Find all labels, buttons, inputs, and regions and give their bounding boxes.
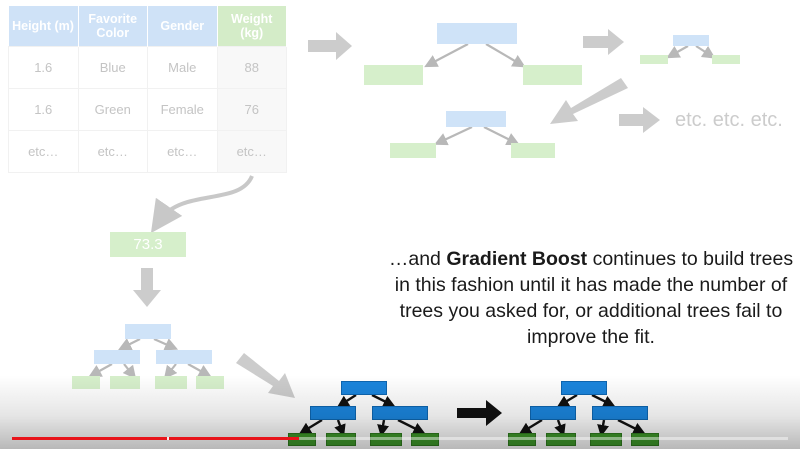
- tree-leaf-node: [411, 433, 439, 446]
- progress-bar-played[interactable]: [12, 437, 300, 440]
- tree-leaf-node: [196, 376, 224, 389]
- tree-leaf-node: [72, 376, 100, 389]
- tree-node: [592, 406, 648, 420]
- chapter-marker: [167, 437, 170, 440]
- tree-node: [156, 350, 212, 364]
- training-data-table: Height (m) Favorite Color Gender Weight …: [8, 6, 287, 173]
- table-cell: 1.6: [8, 88, 79, 131]
- tree-leaf-node: [712, 55, 740, 64]
- tree-node: [530, 406, 576, 420]
- table-row: etc… etc… etc… etc…: [8, 130, 287, 173]
- table-row: 1.6 Blue Male 88: [8, 46, 287, 89]
- table-cell: Male: [147, 46, 218, 89]
- table-row: 1.6 Green Female 76: [8, 88, 287, 131]
- tree-leaf-node: [523, 65, 582, 85]
- tree-node: [372, 406, 428, 420]
- right-arrow-icon: [457, 400, 502, 426]
- down-right-arrow-icon: [236, 353, 295, 398]
- down-left-arrow-icon: [550, 78, 628, 124]
- tree-leaf-node: [326, 433, 356, 446]
- column-header: Favorite Color: [78, 6, 148, 47]
- column-header: Gender: [147, 6, 218, 47]
- player-controls-overlay: [0, 375, 800, 449]
- tree-branch-arrows: [88, 43, 716, 380]
- table-cell: 88: [216, 46, 287, 89]
- table-cell: etc…: [8, 130, 79, 173]
- right-arrow-icon: [619, 107, 660, 133]
- tree-root-node: [341, 381, 387, 395]
- slide-description: …and Gradient Boost continues to build t…: [388, 248, 794, 348]
- table-cell: etc…: [77, 130, 148, 173]
- tree-node: [94, 350, 140, 364]
- tree-leaf-node: [155, 376, 187, 389]
- right-arrow-icon: [308, 32, 352, 60]
- table-cell: 1.6: [8, 46, 79, 89]
- tree-branch-arrows-dark: [298, 393, 646, 437]
- tree-leaf-node: [364, 65, 423, 85]
- tree-leaf-node: [546, 433, 576, 446]
- gradient-boost-term: Gradient Boost: [446, 248, 588, 270]
- table-header-row: Height (m) Favorite Color Gender Weight …: [8, 6, 287, 47]
- tree-leaf-node: [110, 376, 140, 389]
- table-cell: Green: [77, 88, 148, 131]
- tree-leaf-node: [511, 143, 555, 158]
- down-arrow-icon: [133, 268, 161, 307]
- tree-root-node: [437, 23, 517, 44]
- tree-root-node: [561, 381, 607, 395]
- table-cell: etc…: [216, 130, 287, 173]
- tree-leaf-node: [508, 433, 536, 446]
- tree-root-node: [446, 111, 506, 127]
- tree-leaf-node: [631, 433, 659, 446]
- table-cell: Blue: [77, 46, 148, 89]
- table-cell: Female: [147, 88, 218, 131]
- column-header: Height (m): [8, 6, 79, 47]
- tree-leaf-node: [590, 433, 622, 446]
- tree-node: [310, 406, 356, 420]
- tree-leaf-node: [640, 55, 668, 64]
- tree-leaf-node: [390, 143, 436, 158]
- tree-root-node: [673, 35, 709, 46]
- progress-bar-track[interactable]: [12, 437, 788, 440]
- column-header: Weight (kg): [217, 6, 287, 47]
- curved-arrow-icon: [150, 175, 254, 234]
- initial-prediction-leaf: 73.3: [110, 232, 186, 257]
- tree-leaf-node: [370, 433, 402, 446]
- tree-root-node: [125, 324, 171, 339]
- table-cell: etc…: [147, 130, 218, 173]
- etc-label: etc. etc. etc.: [675, 109, 783, 131]
- right-arrow-icon: [583, 29, 624, 55]
